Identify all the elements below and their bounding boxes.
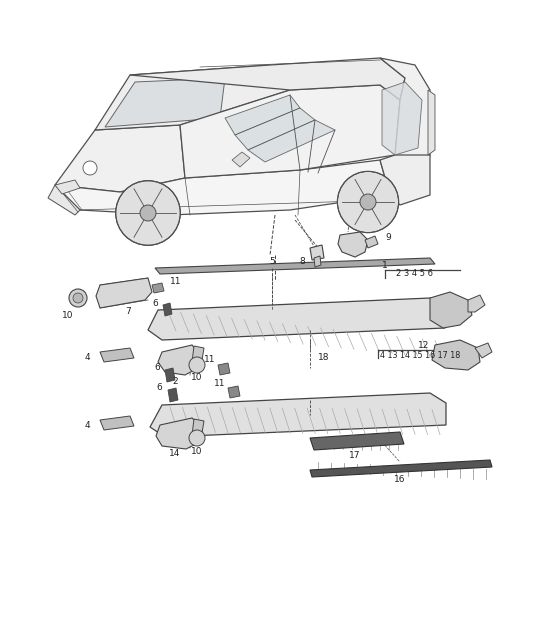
Polygon shape	[130, 58, 405, 100]
Circle shape	[69, 289, 87, 307]
Circle shape	[189, 430, 205, 446]
Polygon shape	[48, 185, 80, 215]
Text: 2 3 4 5 6: 2 3 4 5 6	[397, 269, 433, 278]
Text: 10: 10	[191, 448, 203, 457]
Text: 6: 6	[152, 298, 158, 308]
Polygon shape	[380, 155, 430, 205]
Polygon shape	[225, 95, 300, 135]
Polygon shape	[248, 120, 335, 162]
Text: 7: 7	[125, 308, 131, 317]
Polygon shape	[218, 363, 230, 375]
Circle shape	[73, 293, 83, 303]
Polygon shape	[55, 180, 80, 194]
Text: 11: 11	[170, 278, 181, 286]
Polygon shape	[165, 368, 175, 382]
Polygon shape	[338, 232, 368, 257]
Polygon shape	[468, 295, 485, 312]
Polygon shape	[475, 343, 492, 358]
Polygon shape	[152, 283, 164, 293]
Polygon shape	[430, 292, 472, 328]
Text: 18: 18	[318, 354, 330, 362]
Text: 10: 10	[191, 374, 203, 382]
Text: 10: 10	[62, 311, 74, 320]
Polygon shape	[148, 298, 445, 340]
Text: 12: 12	[419, 342, 429, 350]
Polygon shape	[163, 303, 172, 316]
Polygon shape	[310, 245, 324, 260]
Circle shape	[83, 161, 97, 175]
Polygon shape	[380, 58, 430, 165]
Text: 11: 11	[203, 355, 215, 364]
Text: 4: 4	[84, 354, 90, 362]
Polygon shape	[100, 348, 134, 362]
Text: 9: 9	[385, 234, 391, 242]
Polygon shape	[155, 258, 435, 274]
Polygon shape	[310, 460, 492, 477]
Text: 4: 4	[84, 421, 90, 431]
Circle shape	[140, 205, 156, 221]
Text: 11: 11	[214, 379, 225, 387]
Polygon shape	[150, 393, 446, 437]
Polygon shape	[428, 90, 435, 155]
Polygon shape	[168, 388, 178, 402]
Circle shape	[337, 171, 398, 232]
Text: 5: 5	[269, 257, 275, 266]
Polygon shape	[95, 65, 290, 130]
Text: 17: 17	[349, 452, 361, 460]
Polygon shape	[232, 152, 250, 167]
Text: 8: 8	[299, 257, 305, 266]
Polygon shape	[192, 346, 204, 362]
Text: 14: 14	[169, 448, 181, 458]
Text: 1: 1	[382, 261, 388, 271]
Polygon shape	[192, 419, 204, 435]
Polygon shape	[55, 125, 185, 192]
Polygon shape	[96, 278, 152, 308]
Text: 2: 2	[172, 377, 178, 386]
Polygon shape	[310, 432, 404, 450]
Text: 16: 16	[394, 475, 405, 484]
Polygon shape	[100, 416, 134, 430]
Circle shape	[360, 194, 376, 210]
Text: 4 13 14 15 16 17 18: 4 13 14 15 16 17 18	[380, 352, 460, 360]
Text: 6: 6	[156, 384, 162, 392]
Polygon shape	[55, 160, 390, 215]
Polygon shape	[158, 345, 200, 375]
Polygon shape	[314, 256, 321, 267]
Circle shape	[116, 181, 180, 246]
Polygon shape	[365, 236, 378, 248]
Text: 6: 6	[154, 364, 160, 372]
Polygon shape	[180, 85, 400, 178]
Polygon shape	[228, 386, 240, 398]
Polygon shape	[382, 82, 422, 155]
Polygon shape	[235, 108, 315, 150]
Polygon shape	[156, 418, 202, 449]
Polygon shape	[105, 78, 225, 127]
Circle shape	[189, 357, 205, 373]
Polygon shape	[432, 340, 480, 370]
